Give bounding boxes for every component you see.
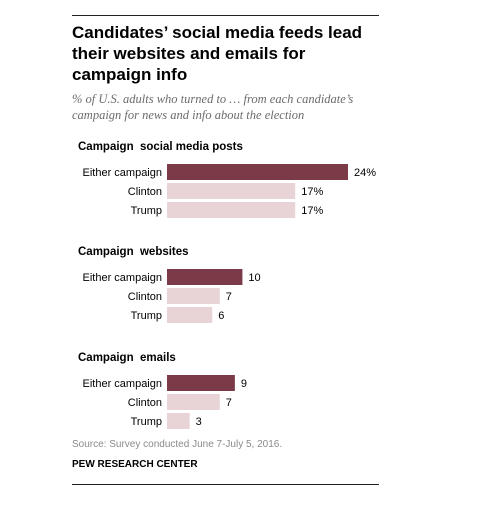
- panel-title-1: Campaign social media posts: [78, 141, 243, 153]
- bar: [167, 202, 296, 218]
- value-label: 17%: [301, 186, 323, 198]
- value-label: 17%: [301, 205, 323, 217]
- bottom-rule: [72, 484, 379, 485]
- bar: [167, 394, 220, 410]
- category-label: Clinton: [128, 291, 162, 303]
- chart-title: Candidates’ social media feeds lead thei…: [72, 23, 363, 84]
- category-label: Trump: [131, 205, 162, 217]
- bar: [167, 288, 220, 304]
- top-rule: [72, 15, 379, 16]
- panel-title-3: Campaign emails: [78, 352, 176, 364]
- value-label: 24%: [354, 167, 376, 179]
- category-label: Either campaign: [83, 167, 163, 179]
- value-label: 9: [241, 378, 247, 390]
- bar: [167, 183, 296, 199]
- category-label: Either campaign: [83, 272, 163, 284]
- bar: [167, 413, 190, 429]
- category-label: Clinton: [128, 186, 162, 198]
- value-label: 6: [218, 310, 224, 322]
- value-label: 7: [226, 291, 232, 303]
- category-label: Trump: [131, 310, 162, 322]
- bar: [167, 375, 235, 391]
- source-note: Source: Survey conducted June 7-July 5, …: [72, 439, 283, 450]
- value-label: 10: [248, 272, 260, 284]
- value-label: 3: [196, 416, 202, 428]
- category-label: Clinton: [128, 397, 162, 409]
- bar: [167, 269, 243, 285]
- category-label: Trump: [131, 416, 162, 428]
- value-label: 7: [226, 397, 232, 409]
- panel-title-2: Campaign websites: [78, 246, 189, 258]
- chart-subtitle: % of U.S. adults who turned to … from ea…: [72, 92, 354, 122]
- bar: [167, 164, 348, 180]
- category-label: Either campaign: [83, 378, 163, 390]
- credit-line: PEW RESEARCH CENTER: [72, 459, 198, 470]
- bar: [167, 307, 213, 323]
